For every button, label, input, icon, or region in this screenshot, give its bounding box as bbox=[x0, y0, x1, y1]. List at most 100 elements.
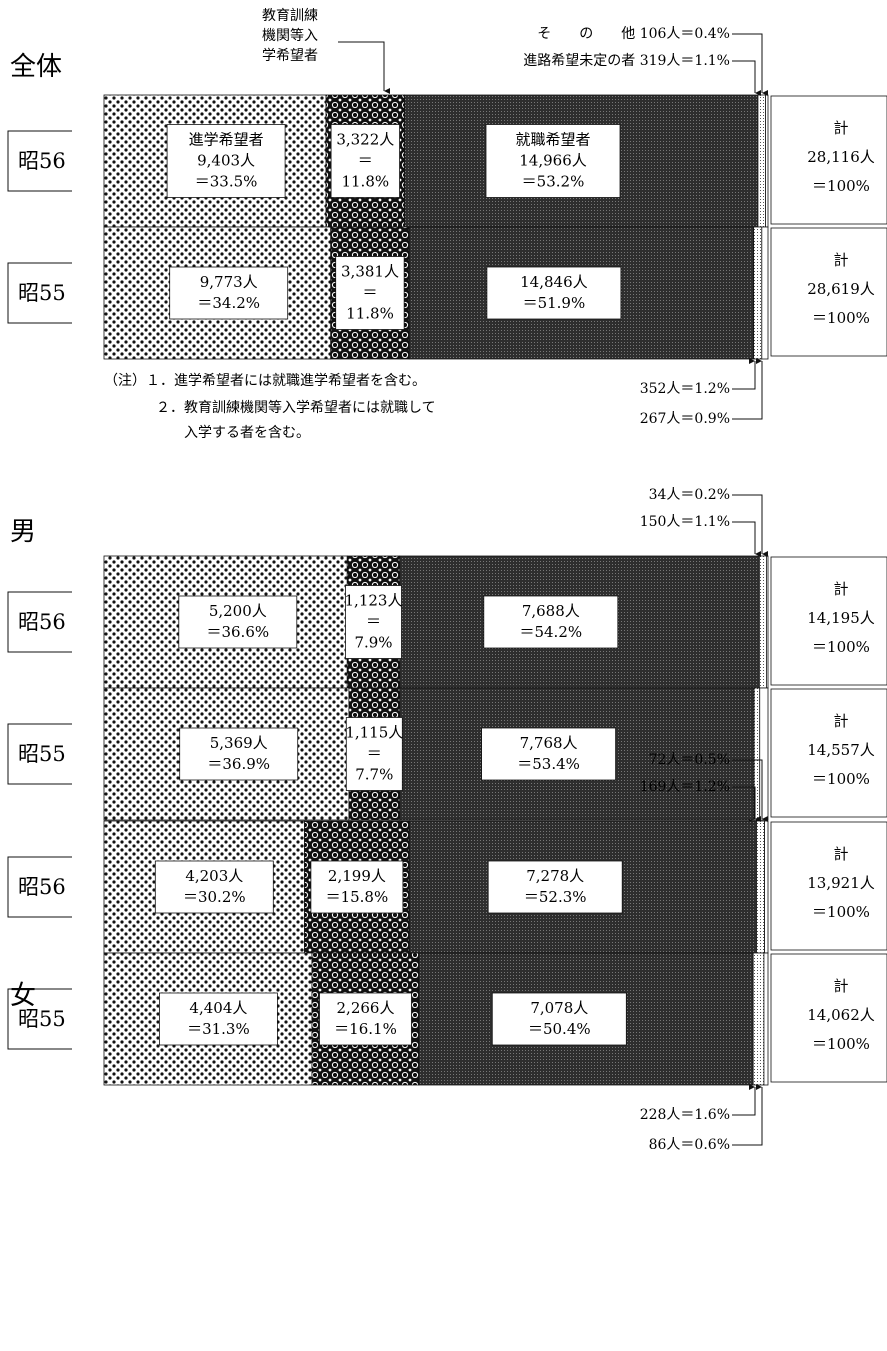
callout-arrow bbox=[732, 786, 761, 822]
kyo-data-label-box bbox=[335, 256, 405, 330]
total-label: ＝100% bbox=[812, 177, 870, 195]
kyo-data-label: 1,123人 bbox=[345, 592, 403, 610]
kyo-legend-label: 学希望者 bbox=[262, 48, 318, 64]
category-label: 昭55 bbox=[18, 281, 66, 305]
total-label: 28,116人 bbox=[807, 148, 875, 166]
kyo-data-label: 2,266人 bbox=[337, 999, 395, 1017]
callout-arrow bbox=[732, 759, 768, 822]
shu-data-label-box bbox=[483, 595, 619, 649]
total-box bbox=[770, 556, 887, 686]
kyo-data-label: 11.8% bbox=[346, 305, 394, 323]
callout-arrow bbox=[732, 60, 761, 96]
shu-data-label: ＝52.3% bbox=[524, 888, 587, 906]
shin-data-label: ＝31.3% bbox=[187, 1020, 250, 1038]
total-box bbox=[770, 227, 887, 357]
shin-data-label-box bbox=[169, 266, 289, 320]
shu-data-label: 就職希望者 bbox=[515, 131, 590, 149]
top-callout: 150人＝1.1% bbox=[640, 514, 730, 530]
kyo-data-label-box bbox=[310, 860, 404, 914]
shu-data-label: 14,966人 bbox=[519, 152, 587, 170]
shu-data-label-box bbox=[485, 124, 621, 198]
category-bracket bbox=[7, 591, 72, 653]
category-bracket bbox=[7, 856, 72, 918]
top-callout: 169人＝1.2% bbox=[640, 779, 730, 795]
total-label: 計 bbox=[833, 977, 848, 995]
category-bracket bbox=[7, 723, 72, 785]
shin-data-label: 5,369人 bbox=[210, 734, 268, 752]
category-label: 昭56 bbox=[18, 149, 66, 173]
other-segment bbox=[765, 94, 769, 228]
shin-data-label: 4,404人 bbox=[189, 999, 247, 1017]
category-bracket bbox=[7, 262, 72, 324]
category-bracket bbox=[7, 130, 72, 192]
callout-arrow bbox=[732, 33, 768, 96]
mitei-segment bbox=[758, 555, 767, 689]
mitei-segment bbox=[757, 94, 766, 228]
bottom-callout: 352人＝1.2% bbox=[640, 381, 730, 397]
kyo-data-label: ＝ bbox=[362, 284, 377, 302]
category-label: 昭56 bbox=[18, 610, 66, 634]
kyo-data-label: ＝15.8% bbox=[326, 888, 389, 906]
kyo-data-label: ＝16.1% bbox=[334, 1020, 397, 1038]
total-box bbox=[770, 95, 887, 225]
shin-data-label-box bbox=[154, 860, 274, 914]
shu-data-label: ＝51.9% bbox=[523, 294, 586, 312]
total-label: 計 bbox=[833, 712, 848, 730]
shin-data-label-box bbox=[178, 595, 298, 649]
total-box bbox=[770, 953, 887, 1083]
total-label: ＝100% bbox=[812, 638, 870, 656]
kyo-data-label-box bbox=[330, 124, 400, 198]
kyo-legend-label: 教育訓練 bbox=[262, 8, 318, 24]
total-label: 14,195人 bbox=[807, 609, 875, 627]
shu-data-label: ＝54.2% bbox=[519, 623, 582, 641]
total-box bbox=[770, 821, 887, 951]
other-segment bbox=[759, 687, 769, 821]
shu-data-label: 7,278人 bbox=[526, 867, 584, 885]
shin-data-label: 5,200人 bbox=[209, 602, 267, 620]
total-label: ＝100% bbox=[812, 903, 870, 921]
shu-data-label: 7,078人 bbox=[530, 999, 588, 1017]
kyo-data-label-box bbox=[345, 717, 403, 791]
kyo-data-label: 2,199人 bbox=[328, 867, 386, 885]
total-label: 28,619人 bbox=[807, 280, 875, 298]
total-label: 計 bbox=[833, 119, 848, 137]
shu-data-label-box bbox=[491, 992, 627, 1046]
kyo-data-label: ＝ bbox=[367, 745, 382, 763]
shin-data-label: 9,403人 bbox=[197, 152, 255, 170]
top-callout: 34人＝0.2% bbox=[649, 487, 730, 503]
kyo-data-label: 7.9% bbox=[354, 634, 392, 652]
kyo-data-label: 1,115人 bbox=[345, 724, 403, 742]
total-label: ＝100% bbox=[812, 770, 870, 788]
shin-data-label: ＝33.5% bbox=[195, 173, 258, 191]
shu-data-label-box bbox=[481, 727, 617, 781]
category-label: 昭56 bbox=[18, 875, 66, 899]
bottom-callout: 228人＝1.6% bbox=[640, 1107, 730, 1123]
shu-data-label: ＝53.4% bbox=[517, 755, 580, 773]
shin-data-label-box bbox=[158, 992, 278, 1046]
shu-data-label: 7,688人 bbox=[522, 602, 580, 620]
note-line: 入学する者を含む。 bbox=[184, 425, 310, 441]
shu-data-label: 14,846人 bbox=[520, 273, 588, 291]
other-segment bbox=[763, 952, 769, 1086]
total-label: ＝100% bbox=[812, 1035, 870, 1053]
note-line: ２．教育訓練機関等入学希望者には就職して bbox=[156, 399, 436, 416]
total-label: 計 bbox=[833, 580, 848, 598]
kyo-data-label: 11.8% bbox=[341, 173, 389, 191]
section-title: 全体 bbox=[10, 52, 62, 82]
shin-data-label: 進学希望者 bbox=[189, 131, 264, 149]
shin-data-label-box bbox=[179, 727, 299, 781]
top-callout: そ の 他 106人＝0.4% bbox=[537, 26, 730, 42]
shin-data-label: 4,203人 bbox=[185, 867, 243, 885]
other-segment bbox=[761, 226, 769, 360]
kyo-data-label: 3,322人 bbox=[336, 131, 394, 149]
total-label: 14,062人 bbox=[807, 1006, 875, 1024]
kyo-data-label-box bbox=[319, 992, 412, 1046]
callout-arrow bbox=[732, 358, 763, 420]
total-label: 計 bbox=[833, 251, 848, 269]
callout-arrow bbox=[732, 494, 768, 557]
callout-arrow bbox=[732, 1084, 756, 1116]
kyo-data-label: 3,381人 bbox=[341, 263, 399, 281]
top-callout: 72人＝0.5% bbox=[649, 752, 730, 768]
kyo-data-label: ＝ bbox=[366, 613, 381, 631]
